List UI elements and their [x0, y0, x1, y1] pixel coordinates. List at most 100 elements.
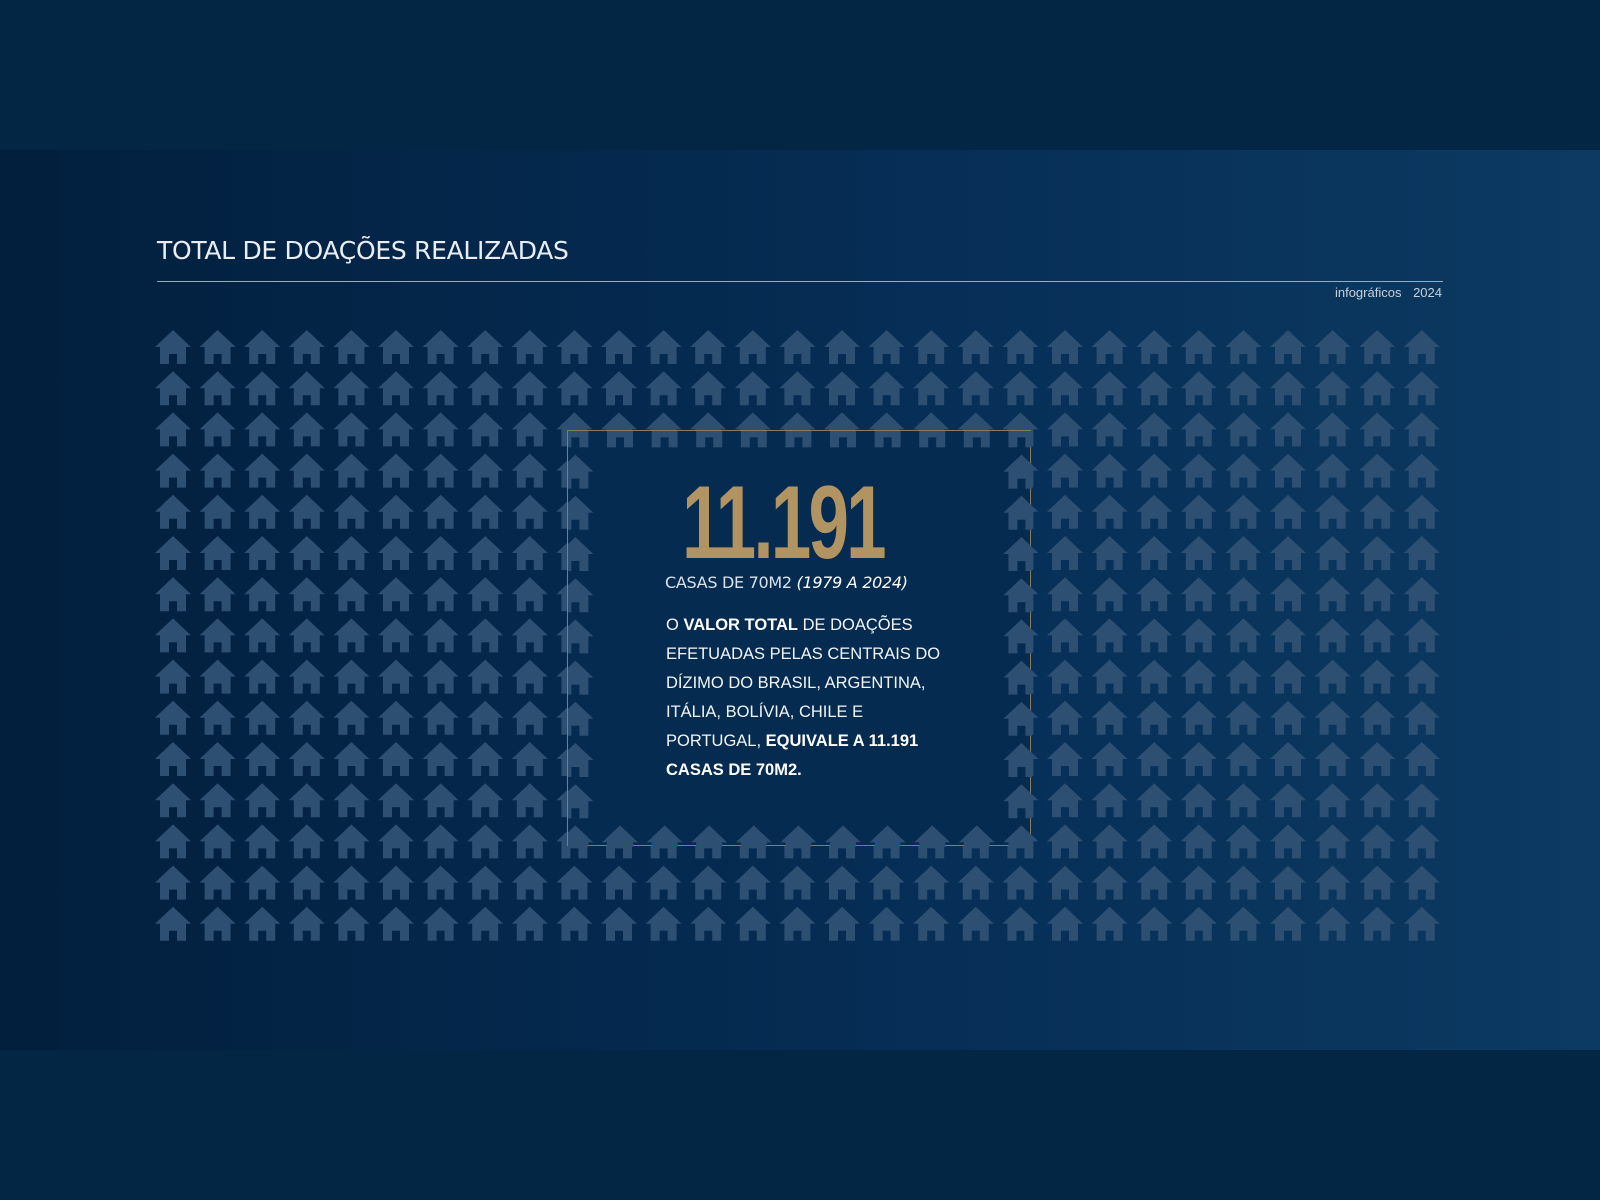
house-icon [1136, 371, 1173, 406]
house-icon [422, 906, 459, 941]
description-bold-1: VALOR TOTAL [683, 616, 799, 634]
house-icon [568, 578, 594, 613]
house-icon [1359, 824, 1396, 859]
house-icon [690, 906, 727, 941]
house-icon [378, 371, 414, 406]
house-icon [1314, 824, 1351, 859]
house-icon [244, 577, 281, 612]
period-label: (1979 A 2024) [796, 573, 908, 592]
house-icon [824, 330, 860, 364]
house-icon [1047, 453, 1083, 488]
house-icon [422, 494, 459, 529]
house-icon [1047, 577, 1083, 612]
house-icon [1180, 577, 1217, 612]
house-icon [556, 330, 593, 364]
house-icon [333, 371, 370, 406]
house-icon [1136, 536, 1173, 570]
description-bold-2: EQUIVALE A 11.191 CASAS DE 70M2. [666, 732, 919, 779]
house-icon [199, 536, 236, 570]
house-icon [155, 659, 191, 694]
page-title: TOTAL DE DOAÇÕES REALIZADAS [157, 236, 569, 265]
house-icon [155, 906, 191, 941]
house-icon [1091, 371, 1128, 406]
house-icon [779, 371, 816, 406]
house-icon [244, 906, 281, 941]
house-icon [696, 431, 723, 448]
house-icon [288, 453, 325, 488]
house-icon [868, 865, 905, 900]
house-icon [1180, 453, 1217, 488]
house-icon [1270, 618, 1306, 653]
house-icon [869, 825, 906, 847]
house-icon [378, 618, 414, 653]
house-icon [1314, 330, 1351, 364]
house-icon [422, 453, 459, 488]
house-icon [1136, 330, 1173, 364]
house-icon [422, 412, 459, 447]
house-icon [1225, 453, 1262, 488]
house-icon [467, 371, 504, 406]
house-icon [467, 906, 504, 941]
house-icon [1091, 906, 1128, 941]
house-icon [511, 494, 548, 529]
house-icon [734, 371, 771, 406]
house-icon [957, 371, 994, 406]
house-icon [1270, 700, 1306, 735]
house-icon [556, 371, 593, 406]
house-icon [333, 865, 370, 900]
house-icon [467, 783, 504, 818]
house-icon [1225, 330, 1262, 364]
house-icon [1047, 742, 1083, 776]
house-icon [333, 412, 370, 447]
house-icon [155, 412, 191, 447]
house-icon [511, 906, 548, 941]
house-icon [1003, 578, 1032, 613]
house-icon [601, 330, 637, 364]
house-icon [244, 453, 281, 488]
house-icon [467, 412, 504, 447]
house-icon [467, 453, 504, 488]
description-part-2: DE DOAÇÕES EFETUADAS PELAS CENTRAIS DO D… [666, 616, 941, 750]
house-icon [511, 659, 548, 694]
house-icon [824, 865, 860, 900]
house-icon [1314, 659, 1351, 694]
house-icon [244, 824, 281, 859]
house-icon [333, 783, 370, 818]
house-icon [511, 865, 548, 900]
house-icon [1270, 412, 1306, 447]
house-icon [1003, 701, 1032, 736]
house-icon [1047, 783, 1083, 818]
house-icon [1225, 577, 1262, 612]
house-icon [244, 412, 281, 447]
house-icon [1091, 618, 1128, 653]
house-icon [1403, 906, 1440, 941]
house-icon [378, 824, 414, 859]
house-icon [511, 577, 548, 612]
house-icon [779, 906, 816, 941]
house-icon [651, 431, 678, 448]
house-icon [199, 494, 236, 529]
house-icon [1180, 330, 1217, 364]
house-icon [422, 618, 459, 653]
house-icon [378, 700, 414, 735]
house-icon [1180, 824, 1217, 859]
house-icon [1270, 742, 1306, 776]
house-icon [1314, 742, 1351, 776]
house-icon [1180, 700, 1217, 735]
house-icon [1225, 700, 1262, 735]
unit-label: CASAS DE 70M2 [665, 573, 792, 592]
house-icon [958, 825, 995, 847]
house-icon [1180, 412, 1217, 447]
house-icon [1314, 865, 1351, 900]
house-icon [1314, 371, 1351, 406]
house-icon [1359, 700, 1396, 735]
house-icon [422, 536, 459, 570]
house-icon [378, 536, 414, 570]
house-icon [914, 825, 951, 847]
house-icon [1180, 536, 1217, 570]
house-icon [1403, 700, 1440, 735]
house-icon [1359, 742, 1396, 776]
house-icon [1180, 742, 1217, 776]
house-icon [333, 330, 370, 364]
house-icon [199, 906, 236, 941]
